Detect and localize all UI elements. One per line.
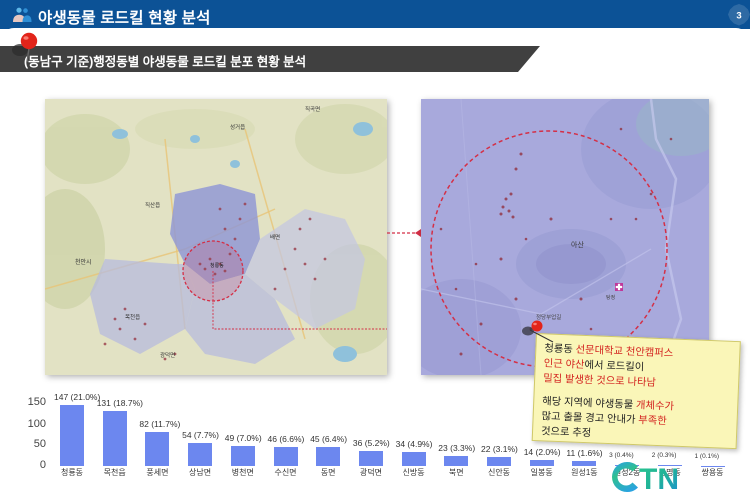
svg-text:TN: TN [639, 463, 679, 494]
